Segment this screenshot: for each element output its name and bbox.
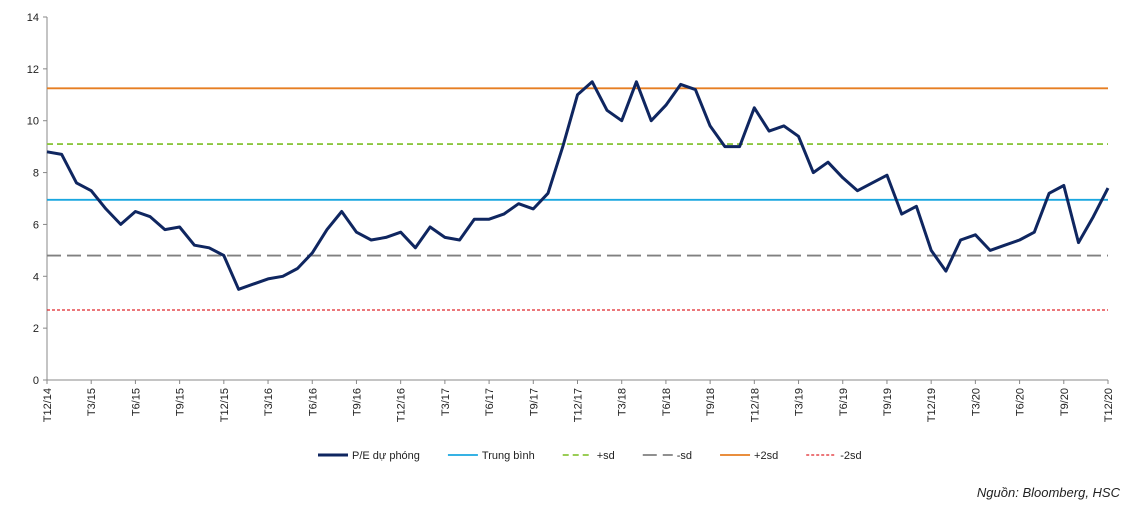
source-note: Nguồn: Bloomberg, HSC <box>977 485 1121 500</box>
x-tick-label: T9/19 <box>882 388 894 416</box>
line-series <box>46 80 1110 291</box>
y-tick-label: 0 <box>33 375 39 387</box>
legend-label: P/E dự phóng <box>352 450 420 462</box>
y-tick-label: 10 <box>27 116 39 128</box>
x-tick-label: T9/20 <box>1059 388 1071 416</box>
x-tick-label: T3/18 <box>617 388 629 416</box>
x-tick-label: T3/16 <box>263 388 275 416</box>
x-tick-label: T9/18 <box>705 388 717 416</box>
x-tick-label: T12/14 <box>42 388 54 422</box>
x-tick-label: T3/15 <box>86 388 98 416</box>
legend-label: -2sd <box>840 450 861 462</box>
legend-label: -sd <box>677 450 692 462</box>
x-tick-label: T6/20 <box>1015 388 1027 416</box>
x-tick-label: T9/16 <box>351 388 363 416</box>
x-tick-label: T12/18 <box>749 388 761 422</box>
y-tick-label: 8 <box>33 168 39 180</box>
x-tick-label: T9/17 <box>528 388 540 416</box>
x-tick-label: T12/17 <box>573 388 585 422</box>
legend-label: +sd <box>597 450 615 462</box>
y-tick-label: 2 <box>33 323 39 335</box>
legend-label: Trung bình <box>482 450 535 462</box>
y-tick-label: 12 <box>27 64 39 76</box>
x-tick-label: T9/15 <box>175 388 187 416</box>
x-tick-label: T6/15 <box>130 388 142 416</box>
x-tick-label: T12/16 <box>396 388 408 422</box>
x-tick-label: T3/19 <box>794 388 806 416</box>
x-tick-label: T6/16 <box>307 388 319 416</box>
x-tick-label: T3/17 <box>440 388 452 416</box>
legend-label: +2sd <box>754 450 778 462</box>
x-tick-label: T3/20 <box>970 388 982 416</box>
x-tick-label: T12/19 <box>926 388 938 422</box>
y-tick-label: 4 <box>33 271 39 283</box>
x-tick-label: T6/17 <box>484 388 496 416</box>
x-tick-label: T12/15 <box>219 388 231 422</box>
x-tick-label: T6/18 <box>661 388 673 416</box>
x-tick-label: T12/20 <box>1103 388 1115 422</box>
y-tick-label: 6 <box>33 219 39 231</box>
x-tick-label: T6/19 <box>838 388 850 416</box>
y-tick-label: 14 <box>27 12 39 24</box>
